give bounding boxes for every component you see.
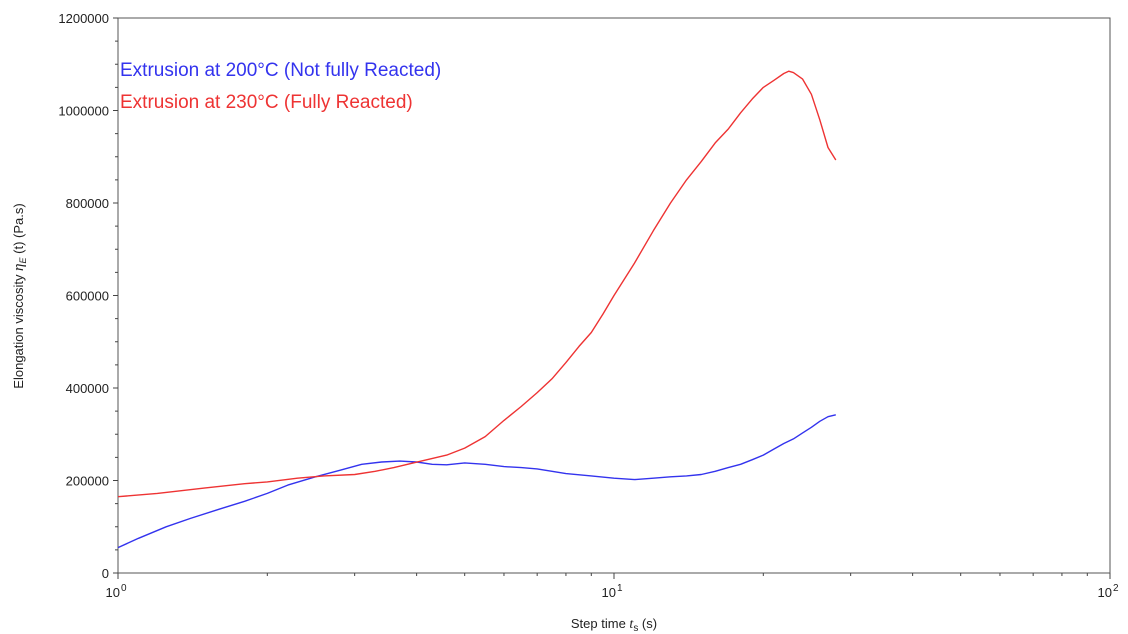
x-tick-label: 102 xyxy=(1097,583,1118,600)
x-axis-label: Step time ts (s) xyxy=(571,616,657,634)
y-tick-label: 0 xyxy=(102,566,109,581)
series-lines xyxy=(117,70,837,549)
axis-ticks: 0 200000 400000 600000 800000 1000000 1200000 1… xyxy=(58,11,1119,600)
y-tick-label: 200000 xyxy=(66,474,109,489)
axis-labels: Step time ts (s) Elongation viscosity ηE … xyxy=(11,203,657,634)
y-tick-label: 1000000 xyxy=(58,104,109,119)
y-tick-label: 800000 xyxy=(66,196,109,211)
y-axis-label: Elongation viscosity ηE (t) (Pa.s) xyxy=(11,203,28,388)
x-tick-label: 101 xyxy=(601,583,622,600)
legend-entry-1: Extrusion at 200°C (Not fully Reacted) xyxy=(120,60,441,81)
y-tick-label: 400000 xyxy=(66,381,109,396)
y-tick-label: 1200000 xyxy=(58,11,109,26)
legend-entry-2: Extrusion at 230°C (Fully Reacted) xyxy=(120,92,413,113)
series-line-2 xyxy=(117,70,837,498)
x-tick-label: 100 xyxy=(105,583,126,600)
legend: Extrusion at 200°C (Not fully Reacted) Ex… xyxy=(120,60,441,113)
series-line-1 xyxy=(117,414,836,549)
y-tick-label: 600000 xyxy=(66,289,109,304)
